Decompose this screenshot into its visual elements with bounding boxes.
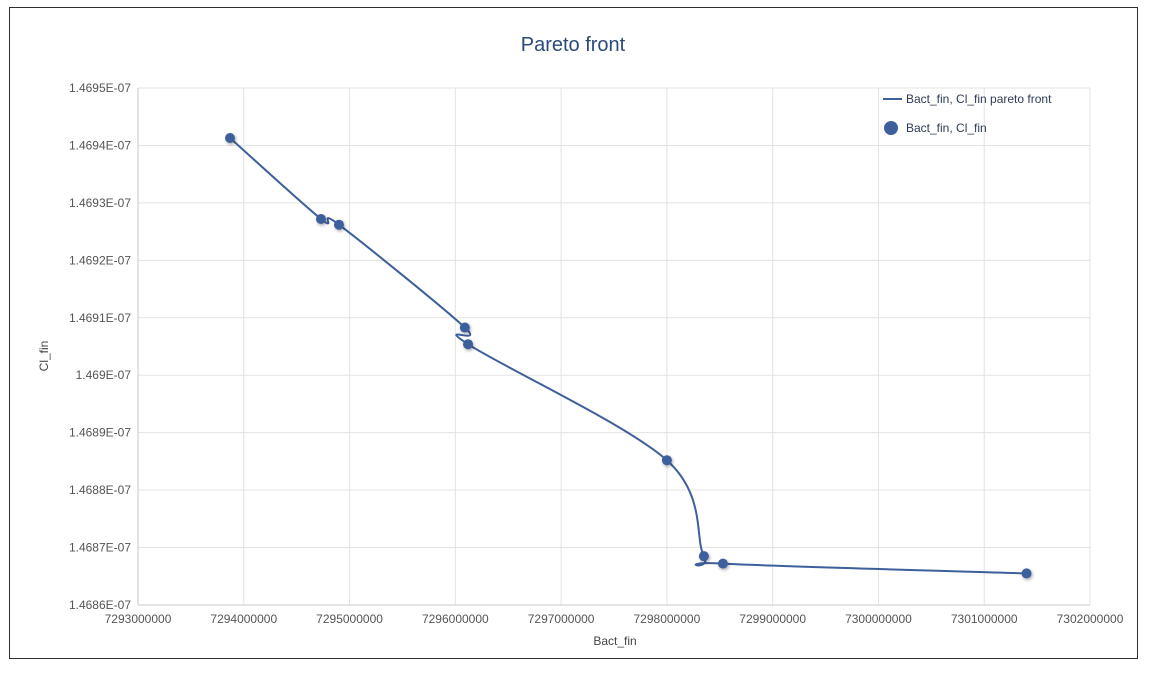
x-tick-label: 7293000000 xyxy=(105,612,172,626)
x-tick-labels: 7293000000 7294000000 7295000000 7296000000… xyxy=(105,612,1124,626)
data-point[interactable] xyxy=(661,455,672,466)
legend: Bact_fin, Cl_fin pareto front Bact_fin, … xyxy=(883,92,1052,135)
x-tick-label: 7298000000 xyxy=(634,612,701,626)
y-tick-label: 1.469E-07 xyxy=(76,368,132,382)
x-tick-label: 7294000000 xyxy=(210,612,277,626)
x-tick-label: 7299000000 xyxy=(739,612,806,626)
legend-marker-swatch xyxy=(884,121,898,135)
y-tick-label: 1.4691E-07 xyxy=(69,311,131,325)
axes xyxy=(137,88,1090,606)
data-point[interactable] xyxy=(463,339,474,350)
pareto-chart: 7293000000 7294000000 7295000000 7296000000… xyxy=(37,34,1124,648)
grid xyxy=(138,87,1091,605)
data-point[interactable] xyxy=(315,213,326,224)
data-point[interactable] xyxy=(717,558,728,569)
data-point[interactable] xyxy=(698,551,709,562)
data-point[interactable] xyxy=(225,132,236,143)
chart-title: Pareto front xyxy=(521,34,626,56)
data-point[interactable] xyxy=(459,322,470,333)
x-axis-title: Bact_fin xyxy=(593,634,636,648)
data-point[interactable] xyxy=(333,219,344,230)
series-points xyxy=(225,132,1032,579)
legend-item-line[interactable]: Bact_fin, Cl_fin pareto front xyxy=(906,92,1052,106)
y-tick-label: 1.4695E-07 xyxy=(69,81,131,95)
x-tick-label: 7296000000 xyxy=(422,612,489,626)
x-tick-label: 7301000000 xyxy=(951,612,1018,626)
chart-frame: 7293000000 7294000000 7295000000 7296000000… xyxy=(9,7,1138,659)
data-point[interactable] xyxy=(1021,568,1032,579)
y-tick-label: 1.4688E-07 xyxy=(69,483,131,497)
x-tick-label: 7295000000 xyxy=(316,612,383,626)
y-tick-labels: 1.4686E-07 1.4687E-07 1.4688E-07 1.4689E-07… xyxy=(69,81,131,612)
y-tick-label: 1.4689E-07 xyxy=(69,426,131,440)
y-tick-label: 1.4686E-07 xyxy=(69,598,131,612)
x-tick-label: 7300000000 xyxy=(845,612,912,626)
x-tick-label: 7302000000 xyxy=(1057,612,1124,626)
y-axis-title: Cl_fin xyxy=(37,341,51,372)
x-tick-label: 7297000000 xyxy=(528,612,595,626)
y-tick-label: 1.4694E-07 xyxy=(69,138,131,152)
legend-item-scatter[interactable]: Bact_fin, Cl_fin xyxy=(906,121,987,135)
y-tick-label: 1.4692E-07 xyxy=(69,253,131,267)
y-tick-label: 1.4687E-07 xyxy=(69,541,131,555)
y-tick-label: 1.4693E-07 xyxy=(69,196,131,210)
